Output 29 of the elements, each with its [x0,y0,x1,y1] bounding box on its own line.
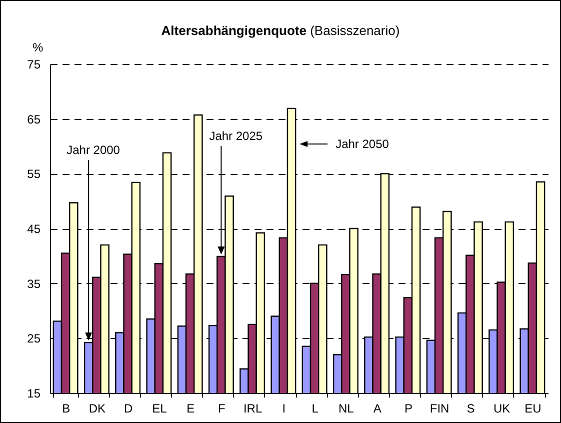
x-tick-label: FIN [430,402,450,416]
x-tick-label: L [312,402,319,416]
x-tick-label: S [466,402,475,416]
x-tick-label: E [186,402,195,416]
x-tick-label: A [373,402,382,416]
x-tick-label: IRL [243,402,262,416]
x-tick-label: F [218,402,226,416]
y-tick-label: 45 [27,222,41,236]
annotation: Jahr 2025 [209,129,263,143]
x-tick-label: NL [338,402,354,416]
y-tick-label: 55 [27,167,41,182]
chart-subtitle: (Basisszenario) [310,23,400,38]
x-tick-label: DK [88,402,106,416]
x-tick-label: UK [493,402,510,416]
x-tick-label: B [62,402,70,416]
y-tick-label: 75 [27,58,41,72]
annotation: Jahr 2000 [66,143,120,157]
y-tick-label: 35 [27,276,41,291]
x-tick-label: I [282,402,286,416]
annotation: Jahr 2050 [336,137,390,151]
y-axis-title: % [32,40,44,54]
chart-title: Altersabhängigenquote [161,23,306,38]
x-tick-label: D [124,402,133,416]
x-tick-label: EL [152,402,168,416]
y-tick-label: 65 [27,112,41,126]
y-tick-label: 25 [27,332,41,346]
x-tick-label: EU [524,402,542,416]
x-tick-label: P [404,402,412,416]
y-tick-label: 15 [27,386,41,400]
